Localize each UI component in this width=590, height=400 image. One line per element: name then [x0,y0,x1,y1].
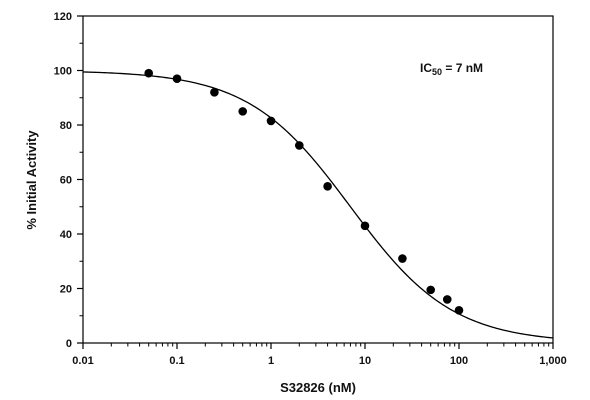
y-tick-label: 0 [66,338,72,350]
data-point [266,116,276,126]
data-point [172,74,182,83]
y-tick-label: 80 [60,120,72,132]
y-tick-label: 100 [54,66,72,78]
ic50-value: = 7 nM [442,61,483,75]
x-axis-ticks: 0.01 0.1 1 10 100 1,000 [72,343,567,367]
y-tick-label: 20 [60,284,72,296]
y-tick-label: 120 [54,11,72,23]
y-axis-ticks: 0 20 40 60 80 100 120 [54,11,83,350]
data-point [360,221,370,231]
ic50-label: IC [420,61,432,75]
data-point [294,141,304,150]
ic50-annotation: IC50 = 7 nM [420,61,483,77]
data-point [323,182,332,191]
x-axis-label: S32826 (nM) [280,380,356,395]
data-point [442,295,452,304]
data-point [454,306,464,315]
ic50-subscript: 50 [432,67,442,77]
fit-curve [82,71,554,339]
x-tick-label: 100 [450,355,468,367]
y-axis-label: % Initial Activity [24,130,39,230]
x-tick-label: 10 [359,355,371,367]
y-tick-label: 40 [60,229,72,241]
data-point [398,254,407,263]
data-point [144,68,154,78]
x-tick-label: 1,000 [539,355,567,367]
x-tick-label: 0.01 [72,355,93,367]
data-point [426,285,436,295]
data-point [238,107,248,116]
data-points [144,68,464,315]
x-tick-label: 1 [268,355,274,367]
x-tick-label: 0.1 [169,355,184,367]
data-point [210,88,219,97]
y-tick-label: 60 [60,175,72,187]
